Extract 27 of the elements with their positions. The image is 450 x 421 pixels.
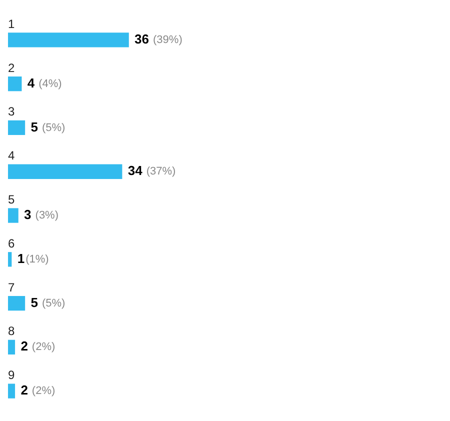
data-label: 36 (39%)	[134, 32, 182, 47]
data-label: 1(1%)	[17, 250, 49, 266]
data-label: 5 (5%)	[30, 294, 66, 310]
y-tick-label: 1	[8, 16, 15, 31]
y-tick-label: 7	[8, 280, 15, 294]
data-label: 2 (2%)	[20, 338, 56, 354]
bar	[8, 296, 26, 311]
bar	[8, 120, 26, 136]
data-label: 5 (5%)	[30, 119, 66, 134]
bar	[8, 32, 129, 48]
bar	[8, 76, 22, 92]
data-label: 2 (2%)	[20, 382, 56, 398]
y-tick-label: 5	[8, 192, 15, 206]
data-label: 34 (37%)	[128, 163, 176, 178]
y-tick-label: 9	[8, 368, 15, 382]
y-tick-label: 2	[8, 60, 15, 75]
y-tick-label: 8	[8, 324, 15, 338]
data-label: 3 (3%)	[24, 207, 59, 222]
y-tick-label: 4	[8, 148, 15, 163]
bar	[8, 164, 122, 179]
bar	[8, 340, 16, 354]
bar	[8, 208, 18, 223]
data-label: 4 (4%)	[27, 75, 62, 90]
y-tick-label: 3	[8, 104, 15, 119]
y-tick-label: 6	[8, 236, 15, 250]
bar	[8, 252, 12, 267]
bar	[8, 384, 16, 398]
